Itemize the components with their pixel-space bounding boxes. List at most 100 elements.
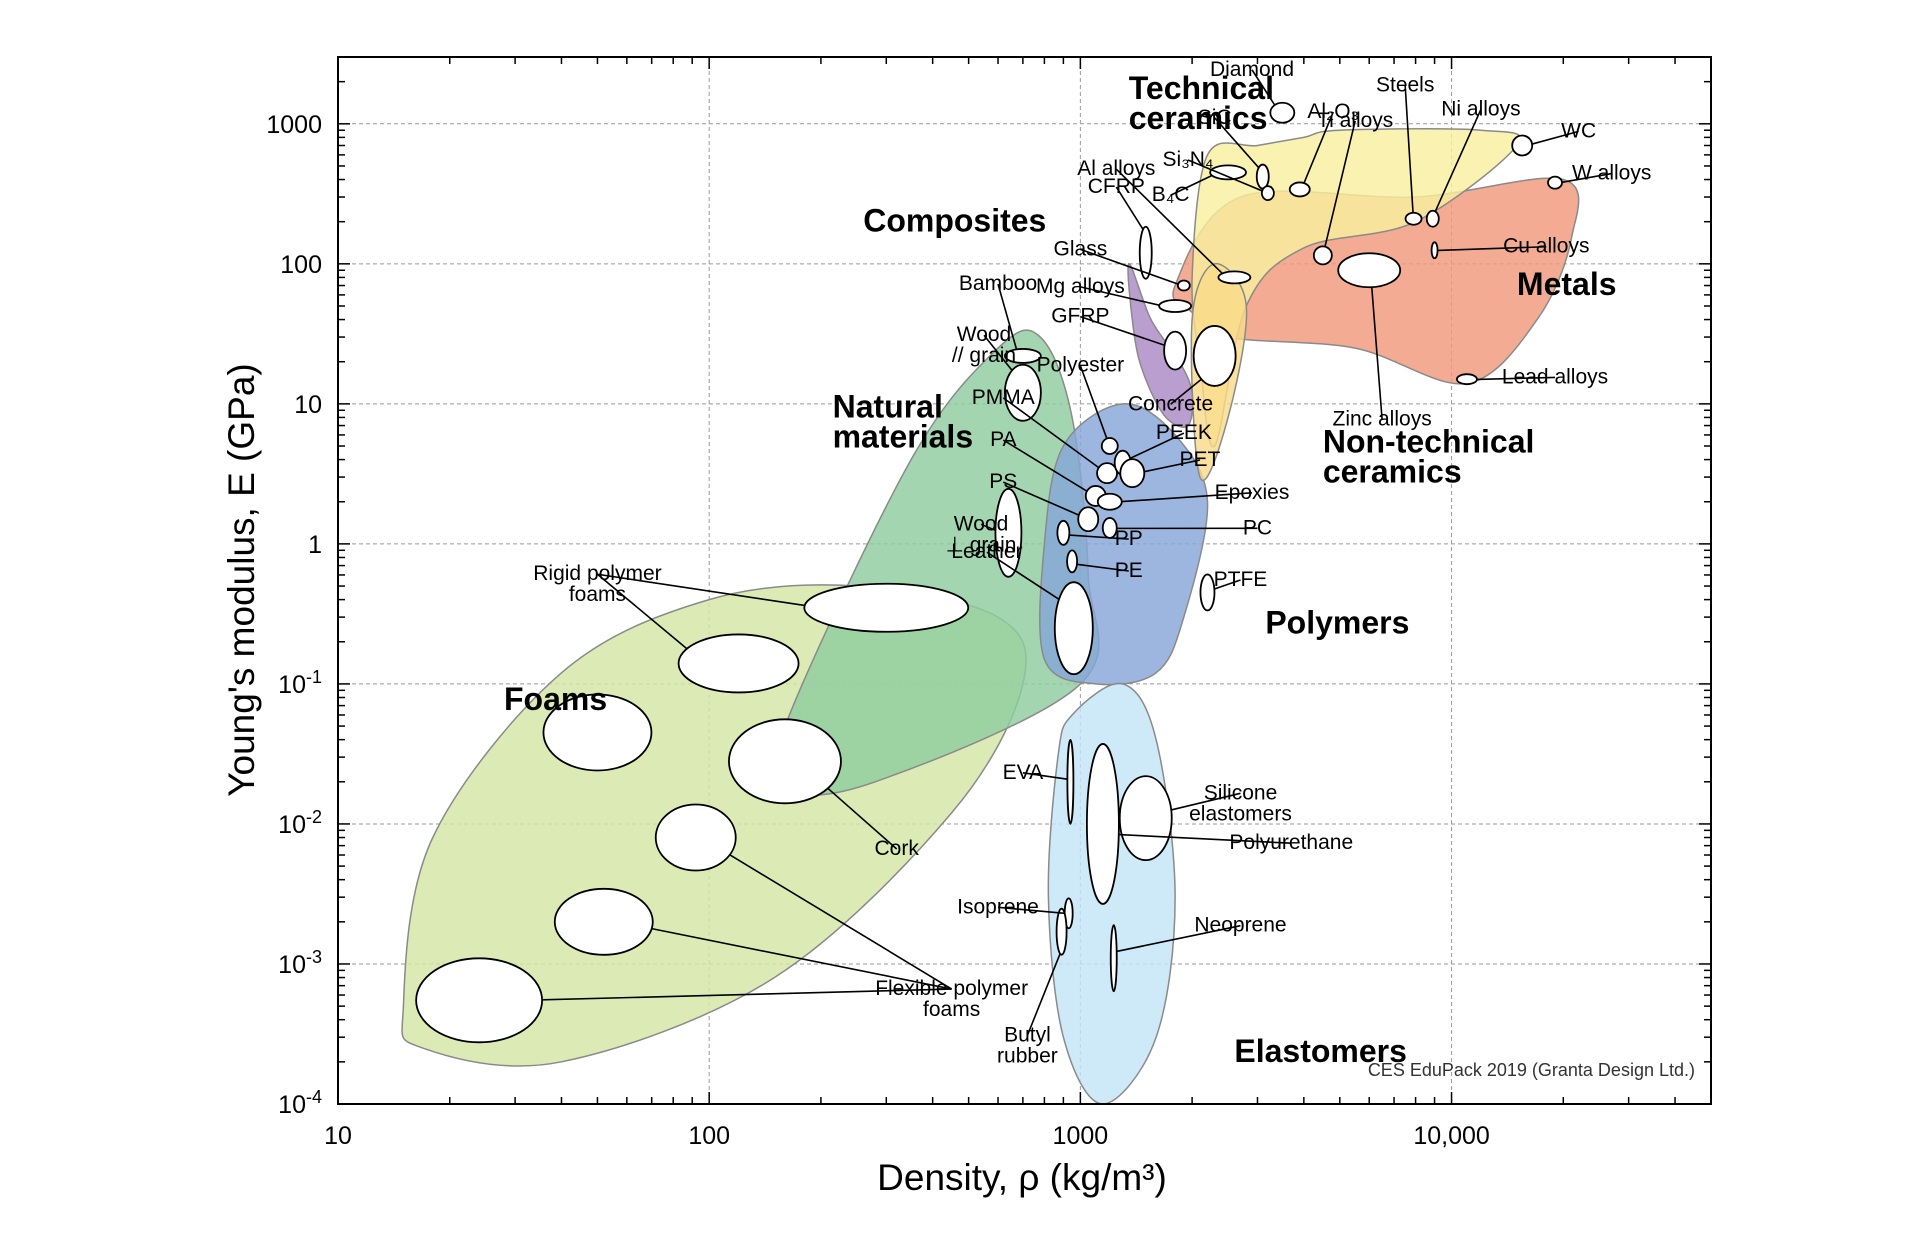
material-bubble-rigid-polymer-foams xyxy=(803,582,970,633)
material-bubble-ti-alloys xyxy=(1312,245,1333,266)
material-label-lead-alloys: Lead alloys xyxy=(1502,365,1608,388)
leader-line xyxy=(1002,439,1088,492)
plot-frame xyxy=(337,56,1712,1105)
material-label-sic: SiC xyxy=(1198,106,1232,129)
leader-line xyxy=(1171,792,1241,811)
material-bubble-bamboo xyxy=(1003,348,1042,364)
material-label-line: WC xyxy=(1561,119,1596,142)
leader-line xyxy=(1002,397,1100,469)
material-label-line: PE xyxy=(1115,559,1143,582)
leader-line xyxy=(1187,159,1263,192)
family-label-line: Foams xyxy=(504,681,607,717)
material-label-silicone-elastomers: Silicone elastomers xyxy=(1189,781,1292,825)
material-label-ti-alloys: Ti alloys xyxy=(1317,109,1393,132)
material-label-line: PC xyxy=(1243,516,1272,539)
material-bubble-polyurethane xyxy=(1085,743,1120,905)
material-bubble-neoprene xyxy=(1109,924,1118,993)
y-tick-label: 10-2 xyxy=(278,807,322,839)
material-label-al-alloys: Al alloys xyxy=(1077,157,1155,180)
material-label-b-c: B₄C xyxy=(1152,183,1190,206)
material-label-line: Wood xyxy=(957,323,1011,346)
material-label-line: PP xyxy=(1115,527,1143,550)
x-tick-label: 100 xyxy=(688,1122,730,1150)
material-label-cu-alloys: Cu alloys xyxy=(1503,235,1589,258)
material-label-cfrp: CFRP xyxy=(1088,175,1145,198)
family-label-polymers: Polymers xyxy=(1265,604,1409,640)
family-label-line: Metals xyxy=(1517,266,1617,302)
x-tick-label: 1000 xyxy=(1053,1122,1109,1150)
material-label-line: Al alloys xyxy=(1077,157,1155,180)
material-bubble-leather xyxy=(1053,581,1094,676)
y-tick-label: 10-3 xyxy=(278,947,322,979)
family-label-line: materials xyxy=(833,418,974,454)
leader-line xyxy=(986,551,1060,601)
leader-line xyxy=(1116,924,1241,953)
material-label-polyester: Polyester xyxy=(1037,354,1125,377)
y-tick-label: 1 xyxy=(308,531,322,559)
material-bubble-concrete xyxy=(1192,325,1237,387)
material-bubble-flexible-polymer-foams xyxy=(553,887,654,956)
leader-line xyxy=(1080,248,1179,285)
leader-line xyxy=(1118,833,1292,845)
y-tick-exponent: -2 xyxy=(306,807,322,827)
material-label-line: PS xyxy=(989,470,1017,493)
family-label-line: Natural xyxy=(833,388,943,424)
family-label-natural-materials: Natural materials xyxy=(833,388,974,454)
leader-line xyxy=(1531,130,1579,145)
material-bubble-ni-alloys xyxy=(1425,209,1440,228)
material-label-line: Neoprene xyxy=(1194,914,1286,937)
material-bubble-ptfe xyxy=(1199,573,1216,612)
leader-line xyxy=(1170,378,1202,405)
material-bubble-wood-grain xyxy=(1003,363,1042,422)
material-label-line: elastomers xyxy=(1189,802,1292,825)
family-label-line: Composites xyxy=(863,203,1046,239)
leader-line xyxy=(827,787,898,850)
material-label-line: Polyurethane xyxy=(1229,831,1353,854)
material-bubble-wood-grain xyxy=(994,487,1023,578)
family-envelope-composites xyxy=(1127,263,1194,428)
material-label-line: Leather xyxy=(951,540,1022,563)
leader-line xyxy=(1437,245,1547,252)
material-label-line: Ti alloys xyxy=(1317,109,1393,132)
material-label-line: Wood xyxy=(954,512,1008,535)
material-label-line: Al₂O₃ xyxy=(1307,100,1359,123)
material-label-line: Steels xyxy=(1376,74,1434,97)
material-bubble-si-n xyxy=(1260,185,1275,202)
material-label-line: PEEK xyxy=(1156,421,1212,444)
leader-line xyxy=(1561,172,1612,184)
material-label-ni-alloys: Ni alloys xyxy=(1441,97,1520,120)
leader-line xyxy=(980,523,996,532)
material-label-line: Glass xyxy=(1054,237,1108,260)
leader-line xyxy=(1115,168,1223,275)
family-label-non-technical-ceramics: Non-technical ceramics xyxy=(1323,423,1535,489)
material-label-pp: PP xyxy=(1115,527,1143,550)
material-label-pet: PET xyxy=(1180,448,1221,471)
leader-line xyxy=(983,334,1013,371)
material-bubble-polyester xyxy=(1100,437,1119,455)
leader-line xyxy=(1080,286,1160,306)
leader-line xyxy=(1324,120,1356,247)
family-label-foams: Foams xyxy=(504,681,607,717)
leader-line xyxy=(1434,108,1482,212)
material-label-pe: PE xyxy=(1115,559,1143,582)
material-label-bamboo: Bamboo xyxy=(959,272,1037,295)
material-bubble-flexible-polymer-foams xyxy=(654,803,737,872)
y-tick-base: 10 xyxy=(278,951,306,979)
material-bubble-cork xyxy=(728,718,842,805)
y-tick-exponent: -3 xyxy=(306,947,322,967)
y-tick-base: 10 xyxy=(278,811,306,839)
family-label-composites: Composites xyxy=(863,203,1046,239)
y-tick-label: 10-1 xyxy=(278,667,322,699)
material-bubble-silicone-elastomers xyxy=(1118,775,1173,862)
material-label-line: Silicone xyxy=(1204,781,1278,804)
material-label-line: EVA xyxy=(1003,761,1043,784)
material-label-line: B₄C xyxy=(1152,183,1190,206)
leader-line xyxy=(1026,953,1061,1036)
family-label-line: Technical xyxy=(1129,70,1274,106)
leader-line xyxy=(1214,579,1241,590)
material-label-flexible-polymer-foams: Flexible polymer foams xyxy=(875,977,1028,1021)
x-tick-label: 10 xyxy=(324,1122,352,1150)
leader-line xyxy=(1404,85,1414,213)
family-label-metals: Metals xyxy=(1517,266,1617,302)
